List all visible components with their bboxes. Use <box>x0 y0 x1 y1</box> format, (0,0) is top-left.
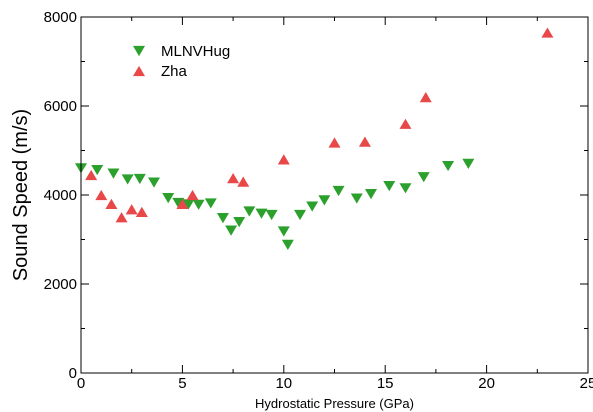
legend-marker <box>133 65 145 77</box>
data-point <box>135 206 148 218</box>
data-point <box>216 213 229 224</box>
data-point <box>133 173 146 185</box>
data-point <box>91 164 104 176</box>
data-point <box>162 193 175 204</box>
data-point <box>115 212 128 223</box>
data-point <box>383 181 396 192</box>
y-axis-label: Sound Speed (m/s) <box>10 109 32 281</box>
data-point <box>125 204 138 215</box>
data-point <box>95 189 108 201</box>
data-point <box>237 176 250 187</box>
data-point <box>350 193 363 204</box>
data-point <box>121 174 134 185</box>
data-point <box>306 201 319 212</box>
data-point <box>399 118 412 129</box>
data-point <box>243 206 256 217</box>
data-point <box>277 226 290 237</box>
data-point <box>442 160 455 172</box>
data-point <box>417 172 430 183</box>
legend-label: Zha <box>161 63 188 80</box>
x-tick-label: 25 <box>580 375 593 392</box>
y-tick-label: 4000 <box>44 187 77 204</box>
data-point <box>182 199 195 210</box>
data-point <box>186 189 199 201</box>
series-zha <box>85 27 554 223</box>
data-point <box>192 199 205 210</box>
legend: MLNVHug Zha <box>133 43 230 80</box>
data-point <box>419 92 432 103</box>
data-point <box>255 208 268 219</box>
y-tick-label: 0 <box>69 365 77 382</box>
y-tick-label: 8000 <box>44 9 77 26</box>
x-tick-label: 15 <box>377 375 394 392</box>
data-point <box>225 225 238 236</box>
series-mlnvhug <box>75 158 475 250</box>
data-point <box>541 27 554 38</box>
data-point <box>204 198 217 209</box>
x-tick-label: 0 <box>77 375 85 392</box>
x-axis-label: Hydrostatic Pressure (GPa) <box>255 396 414 411</box>
y-tick-label: 2000 <box>44 276 77 293</box>
data-point <box>227 172 240 184</box>
data-point <box>107 168 120 179</box>
axes-layer: 0 5 10 15 20 25 0 2000 4000 6000 8000 <box>44 9 593 392</box>
data-point <box>105 198 118 209</box>
data-point <box>399 183 412 194</box>
data-point <box>358 136 371 147</box>
plot-layer <box>75 27 554 250</box>
y-tick-label: 6000 <box>44 98 77 115</box>
x-tick-label: 5 <box>178 375 186 392</box>
data-point <box>294 209 307 221</box>
data-point <box>365 189 378 200</box>
data-point <box>328 137 341 148</box>
data-point <box>148 177 161 188</box>
data-point <box>176 198 189 209</box>
data-point <box>332 185 345 197</box>
data-point <box>277 154 290 165</box>
data-point <box>85 169 98 181</box>
data-point <box>172 197 185 209</box>
x-tick-label: 10 <box>275 375 292 392</box>
legend-marker <box>133 45 145 57</box>
plot-frame <box>80 16 589 374</box>
legend-label: MLNVHug <box>161 43 230 60</box>
x-tick-label: 20 <box>478 375 495 392</box>
data-point <box>233 217 246 228</box>
data-point <box>281 239 294 250</box>
data-point <box>265 209 278 221</box>
data-point <box>462 158 475 169</box>
data-point <box>318 195 331 206</box>
